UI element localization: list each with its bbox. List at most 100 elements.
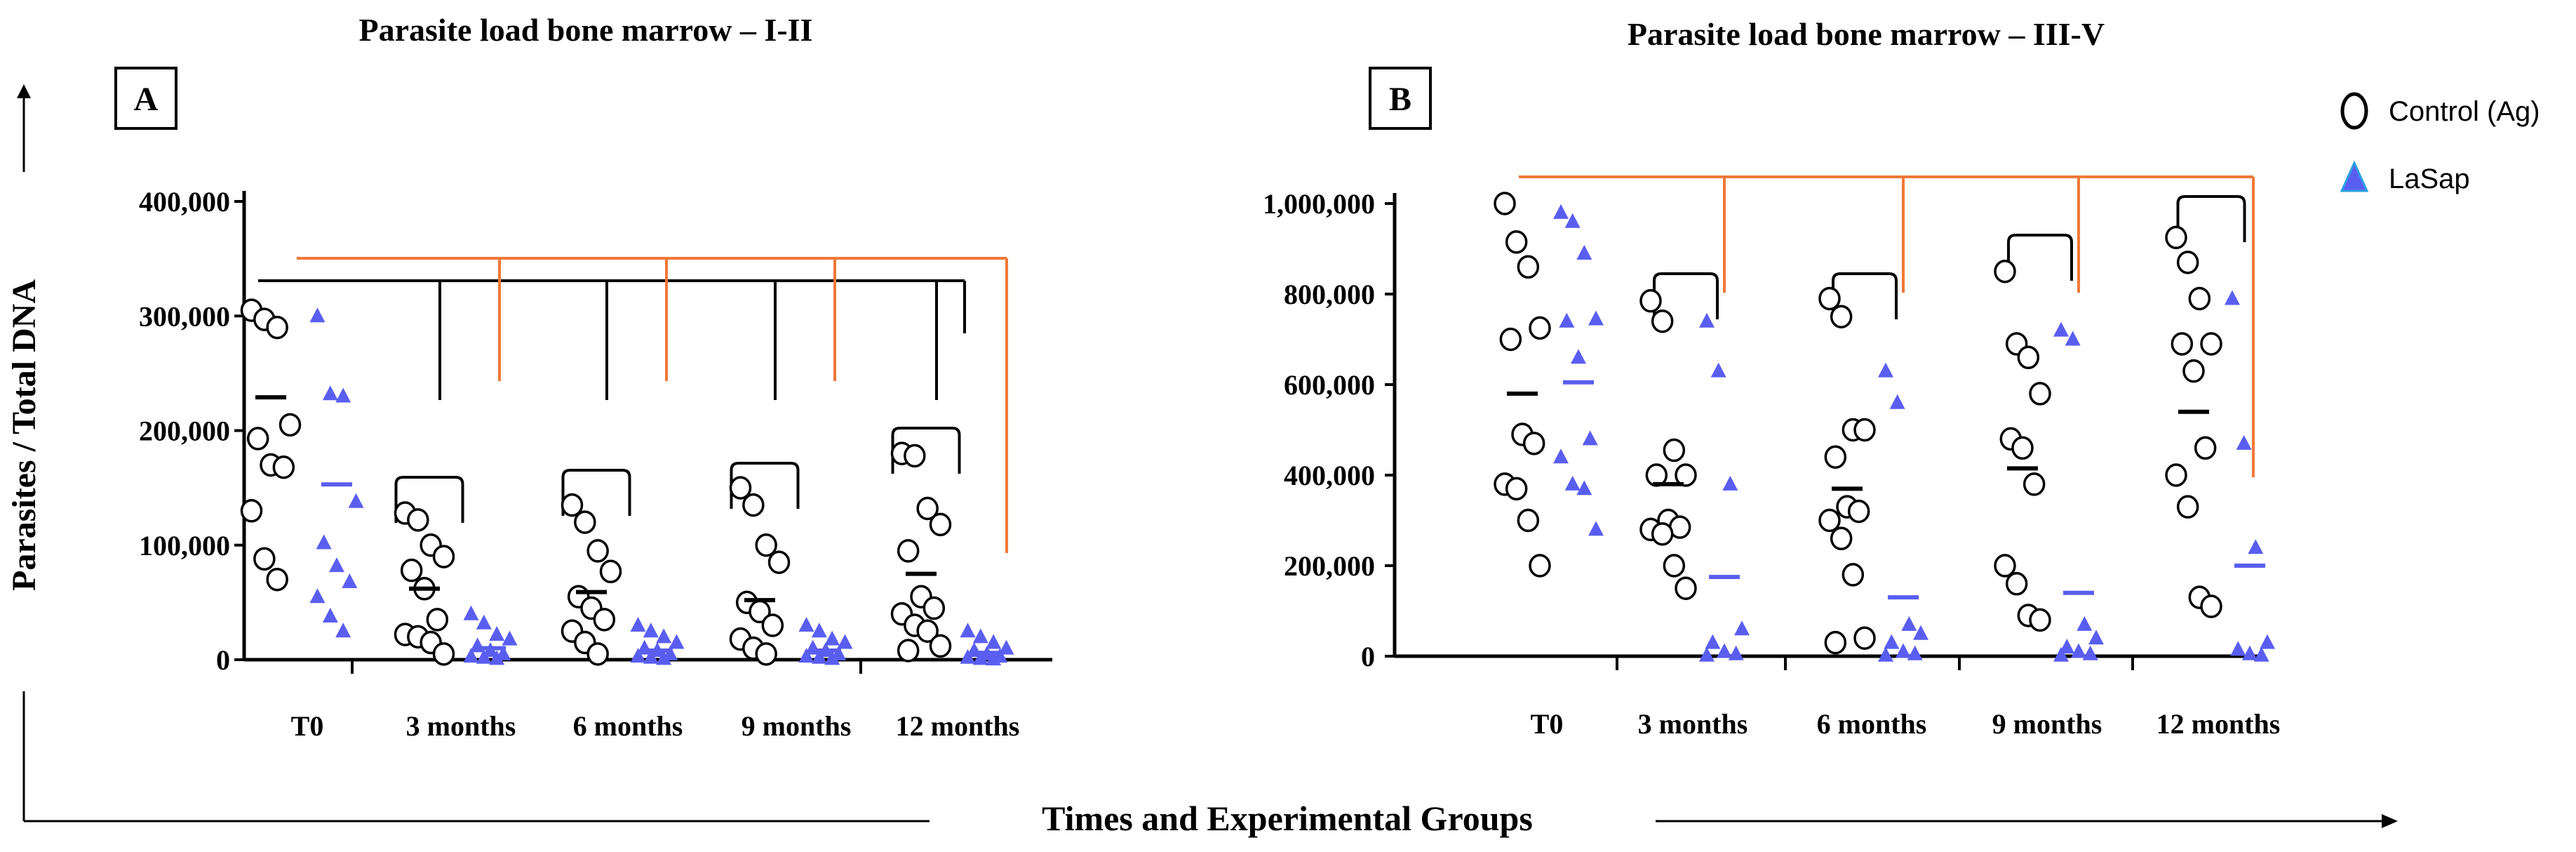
control-point	[1842, 563, 1865, 587]
lasap-point	[502, 630, 518, 646]
y-tick-label: 100,000	[139, 530, 230, 561]
lasap-point	[489, 650, 505, 665]
lasap-point	[630, 648, 646, 663]
lasap-point	[972, 650, 988, 665]
x-tick-label: T0	[291, 710, 324, 742]
lasap-point	[2065, 331, 2081, 346]
control-point	[246, 427, 269, 451]
lasap-point	[972, 628, 988, 644]
lasap-point	[1588, 521, 1604, 536]
lasap-point	[322, 607, 338, 623]
lasap-point	[2248, 539, 2264, 554]
lasap-point	[630, 617, 646, 632]
x-tick-label: 3 months	[1638, 708, 1748, 740]
control-point	[1639, 288, 1662, 313]
lasap-point	[309, 307, 326, 323]
control-point	[1529, 554, 1551, 578]
lasap-point	[669, 634, 685, 649]
y-tick-label: 0	[1361, 641, 1375, 672]
x-axis-label: Times and Experimental Groups	[1042, 799, 1533, 838]
control-point	[1818, 286, 1841, 311]
lasap-point	[316, 534, 332, 550]
control-point	[279, 413, 302, 437]
lasap-point	[811, 623, 827, 638]
lasap-point	[1699, 312, 1715, 328]
control-point	[1505, 230, 1528, 254]
control-point	[586, 642, 609, 666]
lasap-point	[2236, 434, 2252, 450]
control-point	[1994, 260, 2016, 284]
control-point	[767, 550, 791, 574]
control-point	[407, 508, 429, 532]
control-point	[1651, 309, 1674, 333]
control-point	[742, 493, 765, 517]
control-point	[272, 455, 295, 479]
control-point	[1494, 192, 1516, 215]
lasap-point	[309, 588, 326, 604]
lasap-point	[2077, 615, 2093, 631]
group-bracket	[1653, 272, 1719, 319]
lasap-point	[1722, 475, 1738, 491]
lasap-point	[824, 650, 840, 665]
y-tick-label: 0	[216, 644, 230, 676]
lasap-point	[1907, 645, 1923, 660]
lasap-point	[1699, 646, 1715, 662]
lasap-point	[1588, 310, 1604, 326]
panel-b-label-box: B	[1369, 67, 1432, 130]
legend: Control (Ag) LaSap	[2340, 92, 2540, 194]
control-point	[897, 539, 920, 563]
y-tick-label: 300,000	[139, 300, 230, 332]
lasap-point	[656, 650, 672, 665]
control-point	[2182, 359, 2205, 383]
lasap-point	[986, 651, 1002, 666]
control-point	[2029, 382, 2051, 406]
x-tick-label: 12 months	[896, 710, 1020, 742]
x-tick-label: T0	[1531, 708, 1564, 740]
lasap-point	[342, 573, 358, 588]
lasap-point	[2059, 639, 2075, 654]
lasap-point	[1913, 625, 1928, 640]
control-point	[432, 545, 455, 568]
lasap-point	[1564, 213, 1581, 228]
control-point	[1994, 554, 2016, 578]
control-point	[761, 613, 784, 637]
lasap-point	[335, 387, 351, 403]
lasap-point	[476, 648, 492, 664]
control-point	[1853, 626, 1876, 650]
lasap-point	[798, 648, 814, 663]
legend-control-marker	[2340, 92, 2368, 130]
lasap-point	[348, 493, 364, 508]
control-point	[1847, 499, 1870, 524]
lasap-point	[811, 648, 827, 664]
control-point	[426, 608, 449, 632]
x-tick-label: 3 months	[406, 710, 516, 742]
lasap-point	[329, 557, 344, 573]
lasap-point	[2071, 643, 2086, 658]
lasap-point	[1571, 349, 1586, 364]
lasap-point	[643, 648, 659, 664]
control-point	[561, 493, 584, 517]
lasap-point	[1896, 643, 1911, 658]
control-point	[1663, 438, 1686, 462]
control-point	[2200, 594, 2222, 618]
group-bracket	[1832, 272, 1898, 319]
control-point	[1522, 432, 1545, 455]
lasap-point	[1901, 615, 1917, 631]
lasap-point	[1878, 646, 1893, 662]
control-point	[916, 619, 939, 643]
lasap-point	[1576, 244, 1592, 260]
control-point	[253, 547, 276, 571]
x-tick-label: 6 months	[573, 710, 683, 742]
lasap-point	[2230, 641, 2246, 656]
control-point	[1651, 522, 1674, 546]
lasap-point	[1884, 634, 1900, 649]
group-bracket	[891, 427, 961, 474]
control-point	[755, 642, 777, 666]
panel-a-title: Parasite load bone marrow – I-II	[359, 12, 813, 48]
control-point	[2022, 472, 2046, 496]
control-point	[929, 634, 952, 658]
control-point	[2165, 463, 2187, 487]
legend-lasap-marker	[2340, 160, 2369, 192]
group-bracket	[2007, 234, 2073, 281]
lasap-point	[1576, 480, 1592, 495]
